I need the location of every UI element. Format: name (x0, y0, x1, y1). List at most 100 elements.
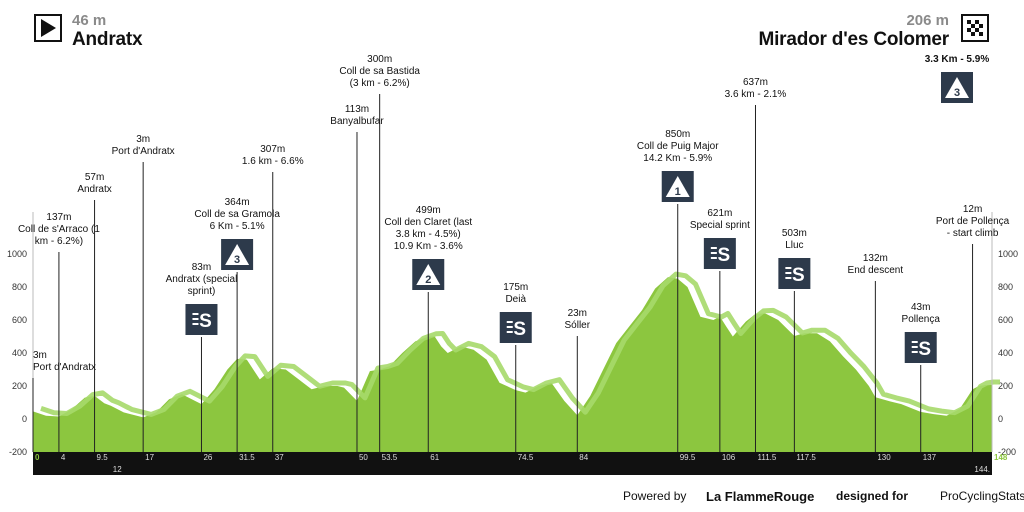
sprint-icon (904, 332, 937, 363)
distance-bar (33, 452, 992, 462)
pcs-logo: ProCyclingStats (940, 489, 1024, 503)
x-tick-label: 84 (579, 453, 588, 462)
annotation-text: Coll de sa Bastida (339, 66, 420, 77)
annotation-text: Special sprint (690, 220, 750, 231)
annotation-text: Andratx (special (166, 274, 238, 285)
mountain-triangle (665, 176, 690, 197)
sprint-lines (506, 321, 513, 333)
climb-cat-label: 3 (234, 254, 240, 266)
annotation-text: 3m (136, 134, 150, 145)
x-tick-label: 148 (994, 453, 1008, 462)
annotation-text: Banyalbufar (330, 116, 384, 127)
sprint-icon (499, 312, 532, 343)
annotation-text: 307m (260, 144, 285, 155)
annotation-text: Coll den Claret (last (384, 217, 472, 228)
annotation-text: 499m (416, 205, 441, 216)
sprint-lines (911, 341, 918, 353)
annotation-text: Coll de s'Arraco (1 (18, 224, 100, 235)
annotation-text: Coll de sa Gramola (194, 209, 280, 220)
annotation-text: Andratx (77, 184, 111, 195)
sprint-lines (785, 267, 792, 279)
x-tick-label: 137 (923, 453, 937, 462)
x-tick-label: 111.5 (757, 453, 776, 462)
annotation-text: Lluc (785, 240, 803, 251)
play-flag-icon (34, 14, 62, 42)
sprint-lines (192, 313, 199, 325)
annotation-text: 3.3 Km - 5.9% (925, 54, 990, 65)
annotation-text: km - 6.2%) (35, 236, 83, 247)
x-tick-label: 37 (275, 453, 284, 462)
annotation-text: 137m (46, 212, 71, 223)
finish-altitude: 206 m (906, 12, 949, 29)
elevation-highlight (40, 271, 1000, 417)
annotation-text: Port de Pollença (936, 216, 1010, 227)
y-tick-label-left: 600 (12, 315, 27, 325)
y-tick-label-right: 400 (998, 348, 1013, 358)
annotation-text: Port d'Andratx (112, 146, 175, 157)
sprint-s: S (513, 319, 526, 340)
annotation-text: 3.8 km - 4.5%) (396, 229, 461, 240)
annotation-text: 23m (568, 308, 587, 319)
sprint-icon (185, 304, 218, 335)
y-tick-label-right: 0 (998, 414, 1003, 424)
start-name: Andratx (72, 29, 143, 50)
flamme-rouge-logo: La FlammeRouge (706, 489, 815, 504)
annotation-text: End descent (848, 265, 904, 276)
x-tick-label: 99.5 (680, 453, 696, 462)
annotation-text: Port d'Andratx (33, 362, 96, 373)
annotation-text: 300m (367, 54, 392, 65)
annotation-text: sprint) (188, 286, 216, 297)
x-tick-label: 4 (61, 453, 66, 462)
y-tick-label-left: 1000 (7, 249, 27, 259)
x-tick-label: 9.5 (97, 453, 109, 462)
x-tick-label: 61 (430, 453, 439, 462)
annotation-text: (3 km - 6.2%) (350, 78, 410, 89)
annotation-text: 83m (192, 262, 211, 273)
annotation-text: 364m (225, 197, 250, 208)
distance-bar-lower (33, 462, 992, 475)
checkered-flag-icon (961, 14, 989, 42)
annotation-text: 14.2 Km - 5.9% (643, 153, 712, 164)
x-tick-label: 53.5 (382, 453, 398, 462)
climb-annotation: 3.3 Km - 5.9% 3 (925, 54, 990, 103)
sprint-icon (703, 238, 736, 269)
x-tick-label: 0 (35, 453, 40, 462)
y-tick-label-right: 600 (998, 315, 1013, 325)
annotation-text: 850m (665, 129, 690, 140)
mountain-triangle (225, 244, 250, 265)
x-tick-label: 106 (722, 453, 736, 462)
climb-cat-label: 3 (954, 87, 960, 99)
y-tick-label-left: -200 (9, 447, 27, 457)
annotation-text: 12m (963, 204, 982, 215)
y-tick-label-right: -200 (998, 447, 1016, 457)
annotation-text: 175m (503, 282, 528, 293)
annotation-text: Coll de Puig Major (637, 141, 719, 152)
y-tick-label-right: 1000 (998, 249, 1018, 259)
annotation-text: 637m (743, 77, 768, 88)
finish-name: Mirador d'es Colomer (758, 29, 949, 50)
x-tick-label: 50 (359, 453, 368, 462)
y-tick-label-right: 800 (998, 282, 1013, 292)
annotation-text: 43m (911, 302, 930, 313)
annotation-text: Pollença (902, 314, 941, 325)
annotation-text: 113m (345, 104, 369, 115)
y-tick-label-left: 400 (12, 348, 27, 358)
annotation-text: 3.6 km - 2.1% (725, 89, 787, 100)
y-tick-label-left: 0 (22, 414, 27, 424)
annotation-text: 503m (782, 228, 807, 239)
